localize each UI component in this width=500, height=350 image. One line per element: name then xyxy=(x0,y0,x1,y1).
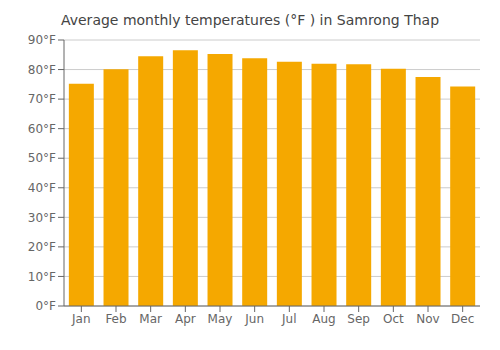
svg-text:0°F: 0°F xyxy=(35,299,56,313)
svg-text:Feb: Feb xyxy=(105,312,126,326)
svg-text:70°F: 70°F xyxy=(28,92,56,106)
svg-text:Nov: Nov xyxy=(416,312,439,326)
svg-text:10°F: 10°F xyxy=(28,270,56,284)
svg-text:Mar: Mar xyxy=(139,312,162,326)
svg-text:May: May xyxy=(208,312,233,326)
svg-text:Jan: Jan xyxy=(71,312,91,326)
svg-text:90°F: 90°F xyxy=(28,33,56,47)
svg-text:Jul: Jul xyxy=(281,312,296,326)
svg-text:40°F: 40°F xyxy=(28,181,56,195)
svg-text:Dec: Dec xyxy=(451,312,474,326)
svg-text:Oct: Oct xyxy=(383,312,404,326)
svg-text:Jun: Jun xyxy=(244,312,264,326)
svg-text:30°F: 30°F xyxy=(28,211,56,225)
html-text:Average monthly temperatures (: Average monthly temperatures (°F ) in Sa… xyxy=(61,12,439,28)
svg-text:20°F: 20°F xyxy=(28,240,56,254)
svg-text:Sep: Sep xyxy=(347,312,370,326)
svg-text:60°F: 60°F xyxy=(28,122,56,136)
svg-text:50°F: 50°F xyxy=(28,151,56,165)
svg-text:Aug: Aug xyxy=(312,312,335,326)
svg-text:80°F: 80°F xyxy=(28,63,56,77)
svg-text:Apr: Apr xyxy=(175,312,196,326)
